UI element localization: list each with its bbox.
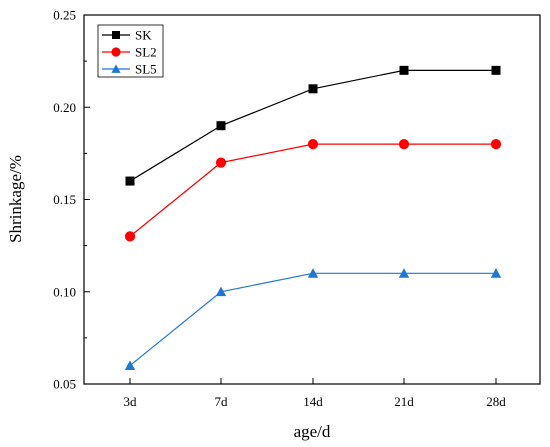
data-point [308,84,318,94]
legend-label: SL2 [135,45,157,60]
data-point [491,65,501,75]
y-tick-label: 0.20 [53,100,76,115]
y-tick-label: 0.15 [53,192,76,207]
series-sk [125,65,501,186]
x-tick-label: 21d [394,394,414,409]
data-point [216,121,226,131]
data-point [124,231,136,242]
data-point [215,286,227,297]
x-tick-label: 3d [124,394,138,409]
data-point [399,65,409,75]
y-axis-title: Shrinkage/% [6,155,25,243]
legend-marker [112,31,120,39]
y-tick-label: 0.25 [53,8,76,23]
series-sl2 [124,139,502,242]
data-point [125,176,135,186]
series-line [129,272,496,367]
series-line [129,143,496,237]
y-tick-label: 0.05 [53,377,76,392]
data-point [307,139,319,150]
data-point [124,360,136,370]
legend-marker [111,64,121,73]
data-point [307,268,319,278]
series-layer [124,65,502,370]
data-point [398,139,410,150]
x-tick-label: 28d [486,394,506,409]
legend-marker [111,47,121,57]
x-tick-label: 14d [303,394,323,409]
y-axis: 0.05 0.10 0.15 0.20 0.25 [53,8,90,392]
data-point [490,139,502,150]
legend-label: SL5 [135,62,157,77]
y-tick-label: 0.10 [53,284,76,299]
data-point [398,268,410,278]
x-axis: 3d 7d 14d 21d 28d [124,378,506,409]
legend-label: SK [135,28,152,43]
x-axis-title: age/d [294,422,331,441]
legend: SK SL2 SL5 [97,24,164,78]
x-tick-label: 7d [215,394,229,409]
data-point [215,157,227,168]
legend-frame [97,24,164,78]
series-sl5 [124,268,502,370]
data-point [490,268,502,278]
